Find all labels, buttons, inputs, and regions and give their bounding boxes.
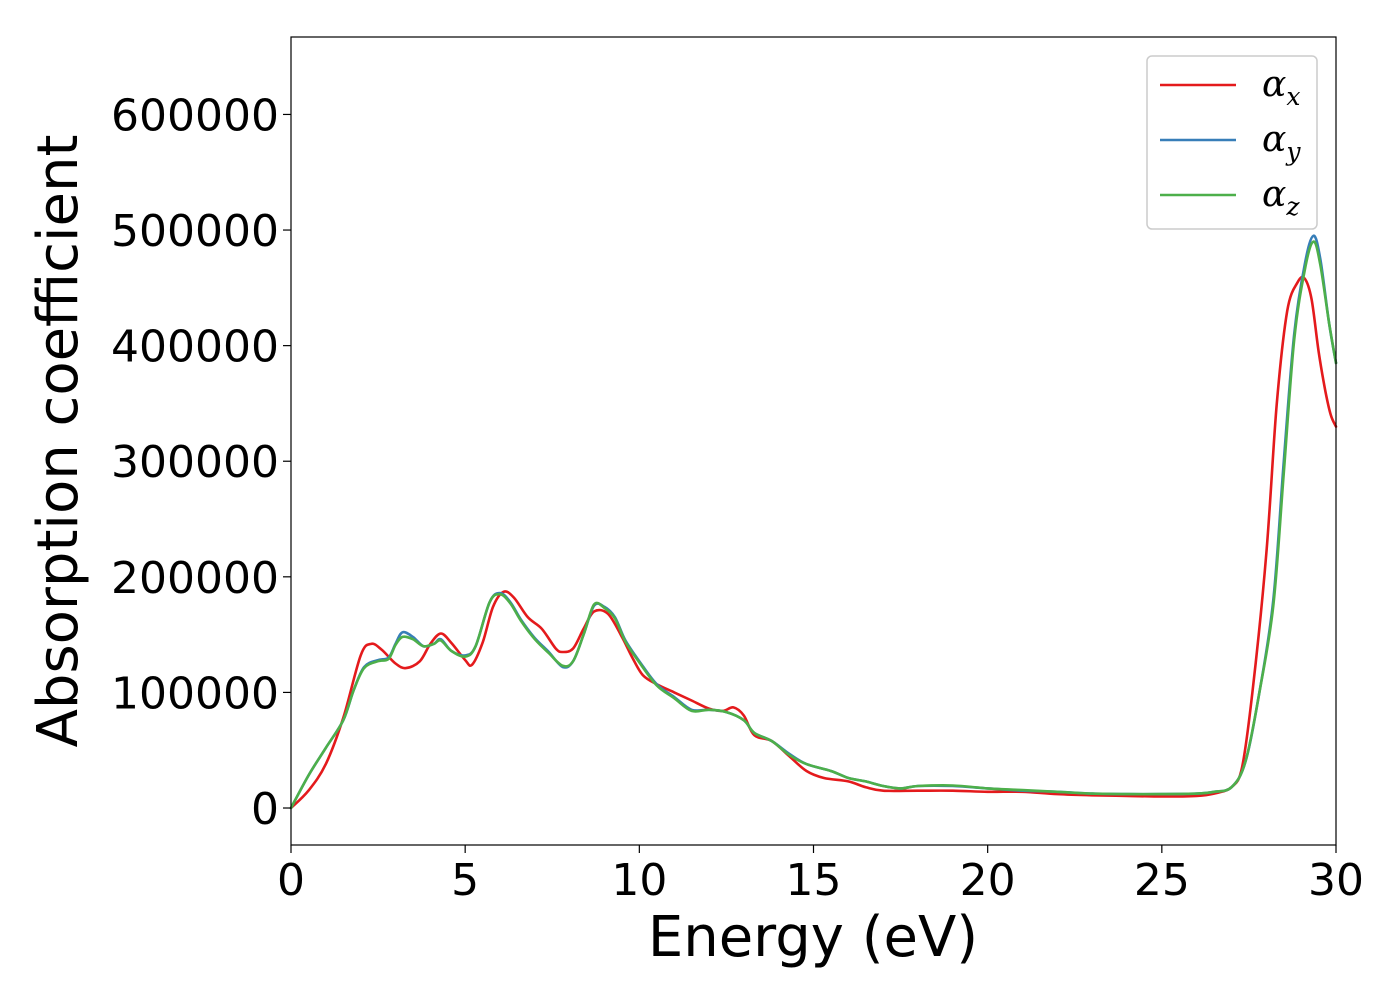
- x-tick-label: 10: [611, 855, 667, 906]
- y-tick-label: 300000: [111, 437, 279, 488]
- x-tick-label: 20: [960, 855, 1016, 906]
- x-tick-label: 30: [1308, 855, 1364, 906]
- y-tick-label: 500000: [111, 206, 279, 257]
- y-axis: 0 100000 200000 300000 400000 500000 600000: [111, 90, 291, 835]
- y-tick-label: 400000: [111, 322, 279, 373]
- series-layer: [289, 234, 1338, 810]
- x-axis: 0 5 10 15 20 25 30: [277, 845, 1364, 906]
- y-tick-label: 600000: [111, 90, 279, 141]
- y-axis-title: Absorption coefficient: [26, 135, 91, 748]
- x-tick-label: 0: [277, 855, 305, 906]
- legend-subscript: y: [1285, 137, 1301, 166]
- x-tick-label: 5: [451, 855, 479, 906]
- legend-subscript: x: [1286, 82, 1300, 111]
- y-tick-label: 0: [251, 784, 279, 835]
- x-tick-label: 15: [786, 855, 842, 906]
- x-tick-label: 25: [1134, 855, 1190, 906]
- y-tick-label: 200000: [111, 553, 279, 604]
- series-line-z: [289, 240, 1338, 810]
- y-tick-label: 100000: [111, 668, 279, 719]
- legend-subscript: z: [1285, 192, 1300, 221]
- x-axis-title: Energy (eV): [648, 905, 978, 970]
- legend-box: [1146, 55, 1318, 230]
